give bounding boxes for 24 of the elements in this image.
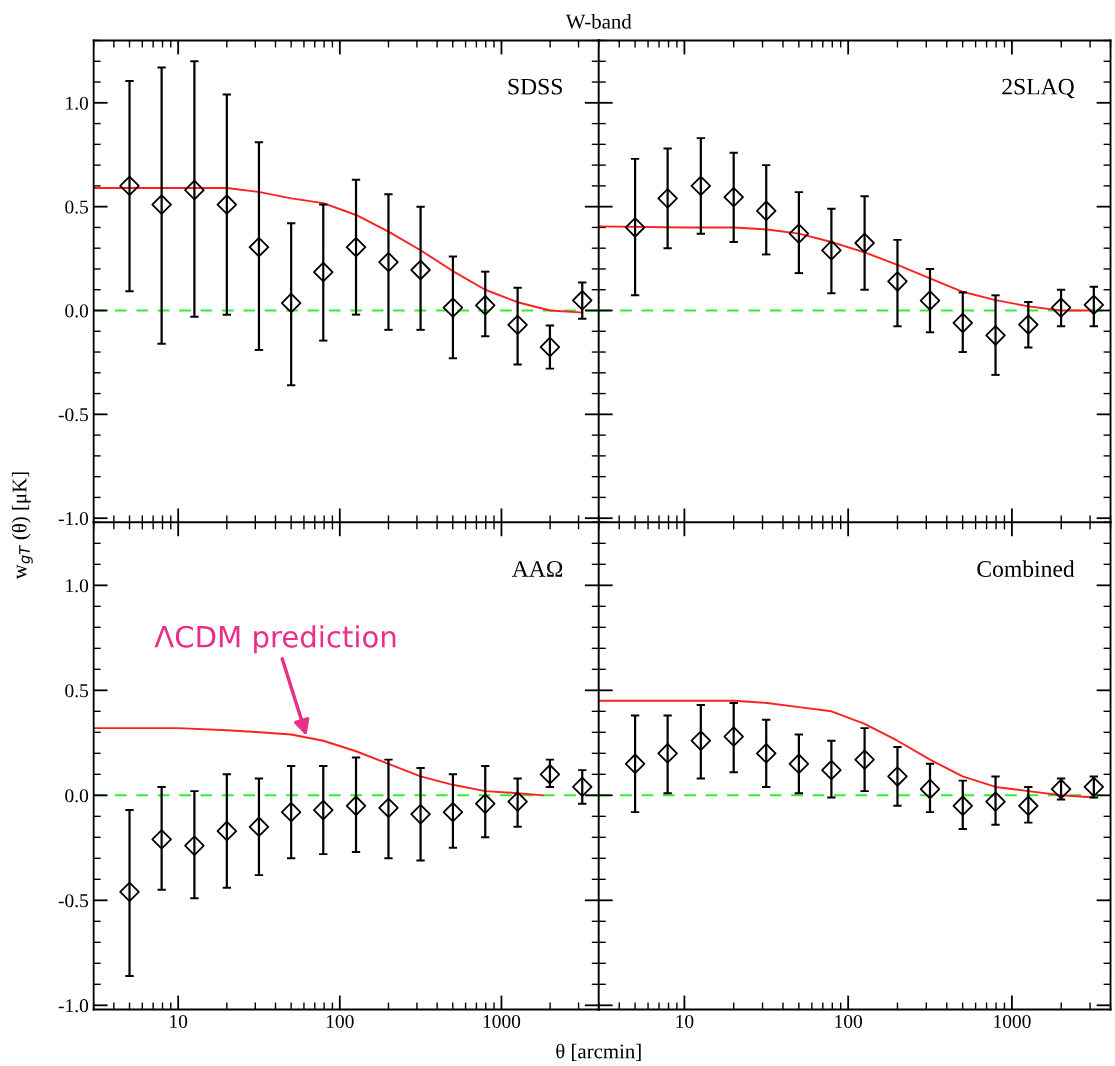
y-tick-label: -0.5 (58, 408, 89, 422)
text: AAΩ (511, 561, 563, 577)
text: 2SLAQ (1002, 78, 1075, 99)
y-tick-label: -1.0 (58, 512, 89, 526)
text: W-band (565, 14, 632, 29)
x-tick-label: 10 (170, 1014, 188, 1029)
x-tick-label: 10 (676, 1014, 694, 1029)
x-tick-label: 1000 (483, 1014, 521, 1029)
y-tick-label: -0.5 (58, 894, 89, 908)
y-tick-label: 1.0 (66, 96, 89, 110)
text: SDSS (508, 78, 562, 95)
x-axis-title: θ [arcmin] (556, 1043, 641, 1061)
annotation: ΛCDM prediction (154, 625, 396, 654)
y-axis-title: w$_{gT}$ (θ) [μK] (11, 472, 33, 580)
x-tick-label: 100 (326, 1014, 354, 1029)
y-tick-label: 0.5 (65, 200, 89, 214)
x-tick-label: 100 (835, 1014, 863, 1029)
y-tick-label: 1.0 (66, 579, 89, 593)
x-tick-label: 1000 (994, 1014, 1031, 1029)
y-tick-label: 0.0 (65, 789, 89, 803)
text: Combined (977, 560, 1075, 577)
y-tick-label: 0.5 (65, 684, 89, 698)
y-tick-label: -1.0 (58, 999, 89, 1013)
y-tick-label: 0.0 (65, 304, 89, 318)
